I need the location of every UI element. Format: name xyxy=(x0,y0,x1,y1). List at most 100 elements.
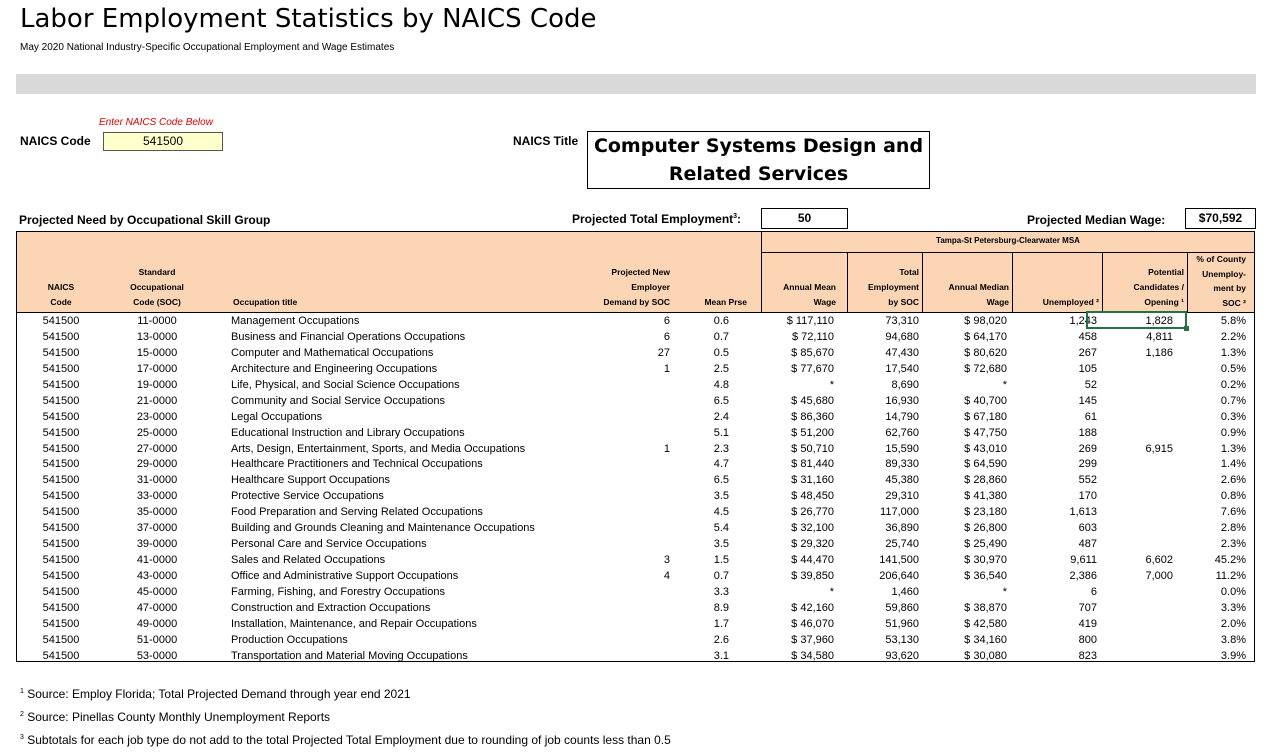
cell-title[interactable]: Sales and Related Occupations xyxy=(231,554,386,567)
cell-employment[interactable]: 141,500 xyxy=(879,554,919,567)
cell-unemployed[interactable]: 419 xyxy=(1078,617,1097,630)
cell-naics[interactable]: 541500 xyxy=(42,346,80,359)
cell-unemployed[interactable]: 267 xyxy=(1078,346,1097,359)
cell-mean-wage[interactable]: * xyxy=(829,585,834,598)
cell-mean-wage[interactable]: $ 72,110 xyxy=(791,330,834,343)
cell-naics[interactable]: 541500 xyxy=(42,490,80,503)
cell-prse[interactable]: 4.7 xyxy=(713,458,729,471)
cell-employment[interactable]: 62,760 xyxy=(885,426,919,439)
cell-median-wage[interactable]: $ 43,010 xyxy=(964,442,1007,455)
cell-candidates[interactable]: 1,186 xyxy=(1145,346,1173,359)
cell-candidates[interactable]: 1,828 xyxy=(1145,315,1173,327)
cell-unemployed[interactable]: 269 xyxy=(1078,442,1097,455)
cell-median-wage[interactable]: $ 30,970 xyxy=(964,554,1007,567)
cell-pct[interactable]: 1.3% xyxy=(1220,346,1246,359)
cell-pct[interactable]: 0.8% xyxy=(1220,490,1246,503)
cell-prse[interactable]: 1.5 xyxy=(713,554,729,567)
cell-pct[interactable]: 2.8% xyxy=(1220,522,1246,535)
cell-employment[interactable]: 94,680 xyxy=(885,330,919,343)
cell-naics[interactable]: 541500 xyxy=(42,458,80,471)
cell-pct[interactable]: 0.3% xyxy=(1220,410,1246,423)
cell-unemployed[interactable]: 170 xyxy=(1078,490,1097,503)
cell-pct[interactable]: 2.3% xyxy=(1220,538,1246,551)
cell-unemployed[interactable]: 299 xyxy=(1078,458,1097,471)
cell-demand[interactable]: 1 xyxy=(663,442,670,455)
cell-median-wage[interactable]: * xyxy=(1002,378,1007,391)
cell-prse[interactable]: 0.7 xyxy=(713,330,729,343)
cell-unemployed[interactable]: 1,613 xyxy=(1069,506,1097,519)
cell-title[interactable]: Protective Service Occupations xyxy=(231,490,384,503)
cell-soc[interactable]: 33-0000 xyxy=(136,490,178,503)
cell-median-wage[interactable]: $ 72,680 xyxy=(964,362,1007,375)
cell-median-wage[interactable]: $ 98,020 xyxy=(964,315,1007,327)
cell-soc[interactable]: 21-0000 xyxy=(136,394,178,407)
cell-naics[interactable]: 541500 xyxy=(42,474,80,487)
cell-naics[interactable]: 541500 xyxy=(42,426,80,439)
cell-naics[interactable]: 541500 xyxy=(42,315,80,327)
cell-median-wage[interactable]: $ 64,170 xyxy=(964,330,1007,343)
cell-employment[interactable]: 117,000 xyxy=(880,506,919,519)
cell-title[interactable]: Computer and Mathematical Occupations xyxy=(231,346,434,359)
cell-employment[interactable]: 16,930 xyxy=(885,394,919,407)
cell-title[interactable]: Food Preparation and Serving Related Occ… xyxy=(231,506,483,519)
naics-code-input[interactable]: 541500 xyxy=(103,132,223,151)
cell-demand[interactable]: 6 xyxy=(663,330,670,343)
cell-pct[interactable]: 2.0% xyxy=(1220,617,1246,630)
cell-unemployed[interactable]: 145 xyxy=(1078,394,1097,407)
cell-prse[interactable]: 8.9 xyxy=(713,601,729,614)
cell-prse[interactable]: 2.4 xyxy=(713,410,729,423)
cell-prse[interactable]: 2.6 xyxy=(713,633,729,646)
cell-soc[interactable]: 47-0000 xyxy=(136,601,178,614)
cell-naics[interactable]: 541500 xyxy=(42,330,80,343)
cell-employment[interactable]: 93,620 xyxy=(885,649,919,662)
cell-employment[interactable]: 53,130 xyxy=(885,633,919,646)
cell-title[interactable]: Healthcare Support Occupations xyxy=(231,474,390,487)
cell-mean-wage[interactable]: $ 45,680 xyxy=(791,394,834,407)
cell-prse[interactable]: 0.5 xyxy=(713,346,729,359)
cell-mean-wage[interactable]: $ 85,670 xyxy=(791,346,834,359)
cell-pct[interactable]: 3.3% xyxy=(1220,601,1246,614)
cell-prse[interactable]: 5.1 xyxy=(713,426,729,439)
total-employment-value[interactable]: 50 xyxy=(761,208,848,229)
cell-employment[interactable]: 89,330 xyxy=(885,458,919,471)
cell-unemployed[interactable]: 552 xyxy=(1078,474,1097,487)
cell-pct[interactable]: 7.6% xyxy=(1220,506,1246,519)
median-wage-value[interactable]: $70,592 xyxy=(1185,208,1256,229)
cell-median-wage[interactable]: $ 80,620 xyxy=(964,346,1007,359)
cell-median-wage[interactable]: $ 25,490 xyxy=(964,538,1007,551)
cell-naics[interactable]: 541500 xyxy=(42,585,80,598)
cell-pct[interactable]: 0.5% xyxy=(1220,362,1246,375)
cell-mean-wage[interactable]: $ 39,850 xyxy=(791,570,834,582)
cell-soc[interactable]: 23-0000 xyxy=(136,410,178,423)
cell-unemployed[interactable]: 823 xyxy=(1078,649,1097,662)
cell-soc[interactable]: 51-0000 xyxy=(136,633,178,646)
cell-naics[interactable]: 541500 xyxy=(42,362,80,375)
cell-naics[interactable]: 541500 xyxy=(42,410,80,423)
cell-unemployed[interactable]: 105 xyxy=(1078,362,1097,375)
cell-soc[interactable]: 43-0000 xyxy=(136,570,178,582)
cell-unemployed[interactable]: 9,611 xyxy=(1070,554,1097,567)
cell-naics[interactable]: 541500 xyxy=(42,442,80,455)
cell-median-wage[interactable]: $ 28,860 xyxy=(964,474,1007,487)
cell-employment[interactable]: 17,540 xyxy=(885,362,919,375)
cell-title[interactable]: Life, Physical, and Social Science Occup… xyxy=(231,378,460,391)
cell-pct[interactable]: 1.4% xyxy=(1220,458,1246,471)
cell-title[interactable]: Educational Instruction and Library Occu… xyxy=(231,426,465,439)
cell-title[interactable]: Building and Grounds Cleaning and Mainte… xyxy=(231,522,535,535)
cell-naics[interactable]: 541500 xyxy=(42,649,80,662)
cell-soc[interactable]: 39-0000 xyxy=(136,538,178,551)
cell-median-wage[interactable]: $ 41,380 xyxy=(964,490,1007,503)
cell-pct[interactable]: 5.8% xyxy=(1220,315,1246,327)
selected-cell[interactable] xyxy=(1086,311,1189,331)
cell-median-wage[interactable]: $ 36,540 xyxy=(964,570,1007,582)
cell-naics[interactable]: 541500 xyxy=(42,633,80,646)
cell-soc[interactable]: 17-0000 xyxy=(136,362,178,375)
cell-median-wage[interactable]: * xyxy=(1002,585,1007,598)
fill-handle[interactable] xyxy=(1184,326,1189,331)
cell-mean-wage[interactable]: $ 77,670 xyxy=(791,362,834,375)
cell-candidates[interactable]: 7,000 xyxy=(1145,570,1173,582)
cell-title[interactable]: Legal Occupations xyxy=(231,410,323,423)
cell-employment[interactable]: 206,640 xyxy=(879,570,919,582)
cell-prse[interactable]: 3.1 xyxy=(713,649,729,662)
cell-median-wage[interactable]: $ 42,580 xyxy=(964,617,1007,630)
